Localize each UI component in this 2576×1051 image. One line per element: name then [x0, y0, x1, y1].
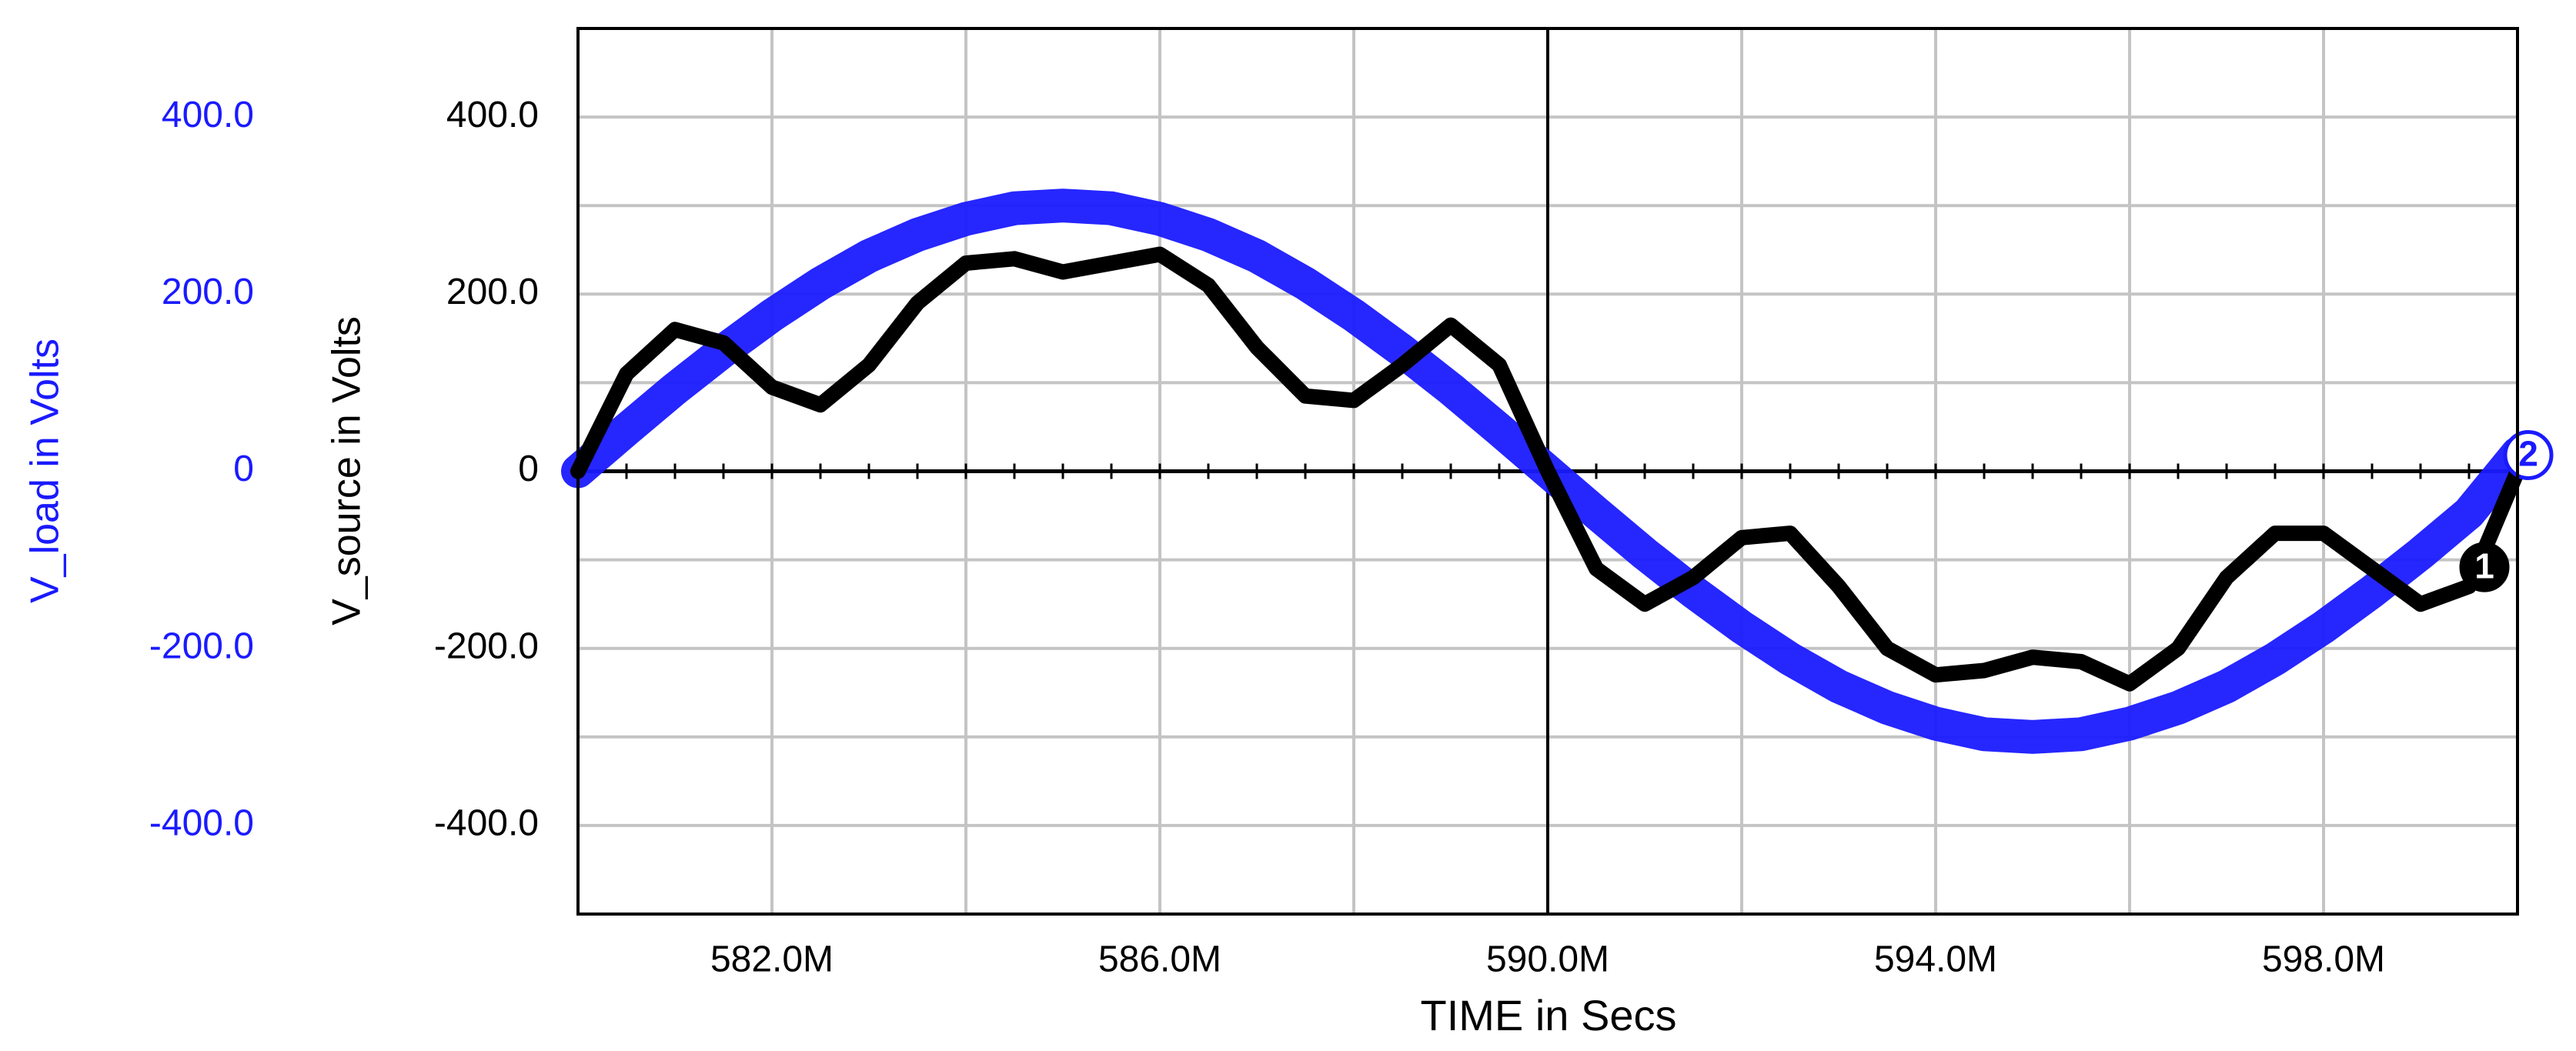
series-line [570, 246, 2525, 692]
y2-tick-label: 200.0 [162, 272, 254, 312]
x-axis-title: TIME in Secs [1421, 991, 1677, 1039]
x-tick-label: 582.0M [710, 939, 834, 980]
x-tick-label: 590.0M [1486, 939, 1609, 980]
y2-tick-label: -400.0 [149, 803, 254, 844]
y2-tick-label: -200.0 [149, 626, 254, 666]
y-axis-title: V_source in Volts [325, 316, 369, 626]
series-marker-label: 2 [2518, 434, 2538, 474]
y-tick-label: 400.0 [446, 95, 539, 135]
x-tick-label: 594.0M [1874, 939, 1997, 980]
series-marker [2459, 542, 2510, 592]
plot-frame [576, 27, 2519, 916]
y-tick-label: 0 [518, 449, 539, 489]
series-marker-label: 1 [2474, 546, 2494, 586]
y-tick-label: 200.0 [446, 272, 539, 312]
x-tick-label: 598.0M [2262, 939, 2385, 980]
x-tick-label: 586.0M [1098, 939, 1221, 980]
y-tick-label: -200.0 [434, 626, 539, 666]
y2-tick-label: 0 [233, 449, 254, 489]
y2-tick-label: 400.0 [162, 95, 254, 135]
y2-axis-title: V_load in Volts [23, 339, 68, 603]
y-tick-label: -400.0 [434, 803, 539, 844]
